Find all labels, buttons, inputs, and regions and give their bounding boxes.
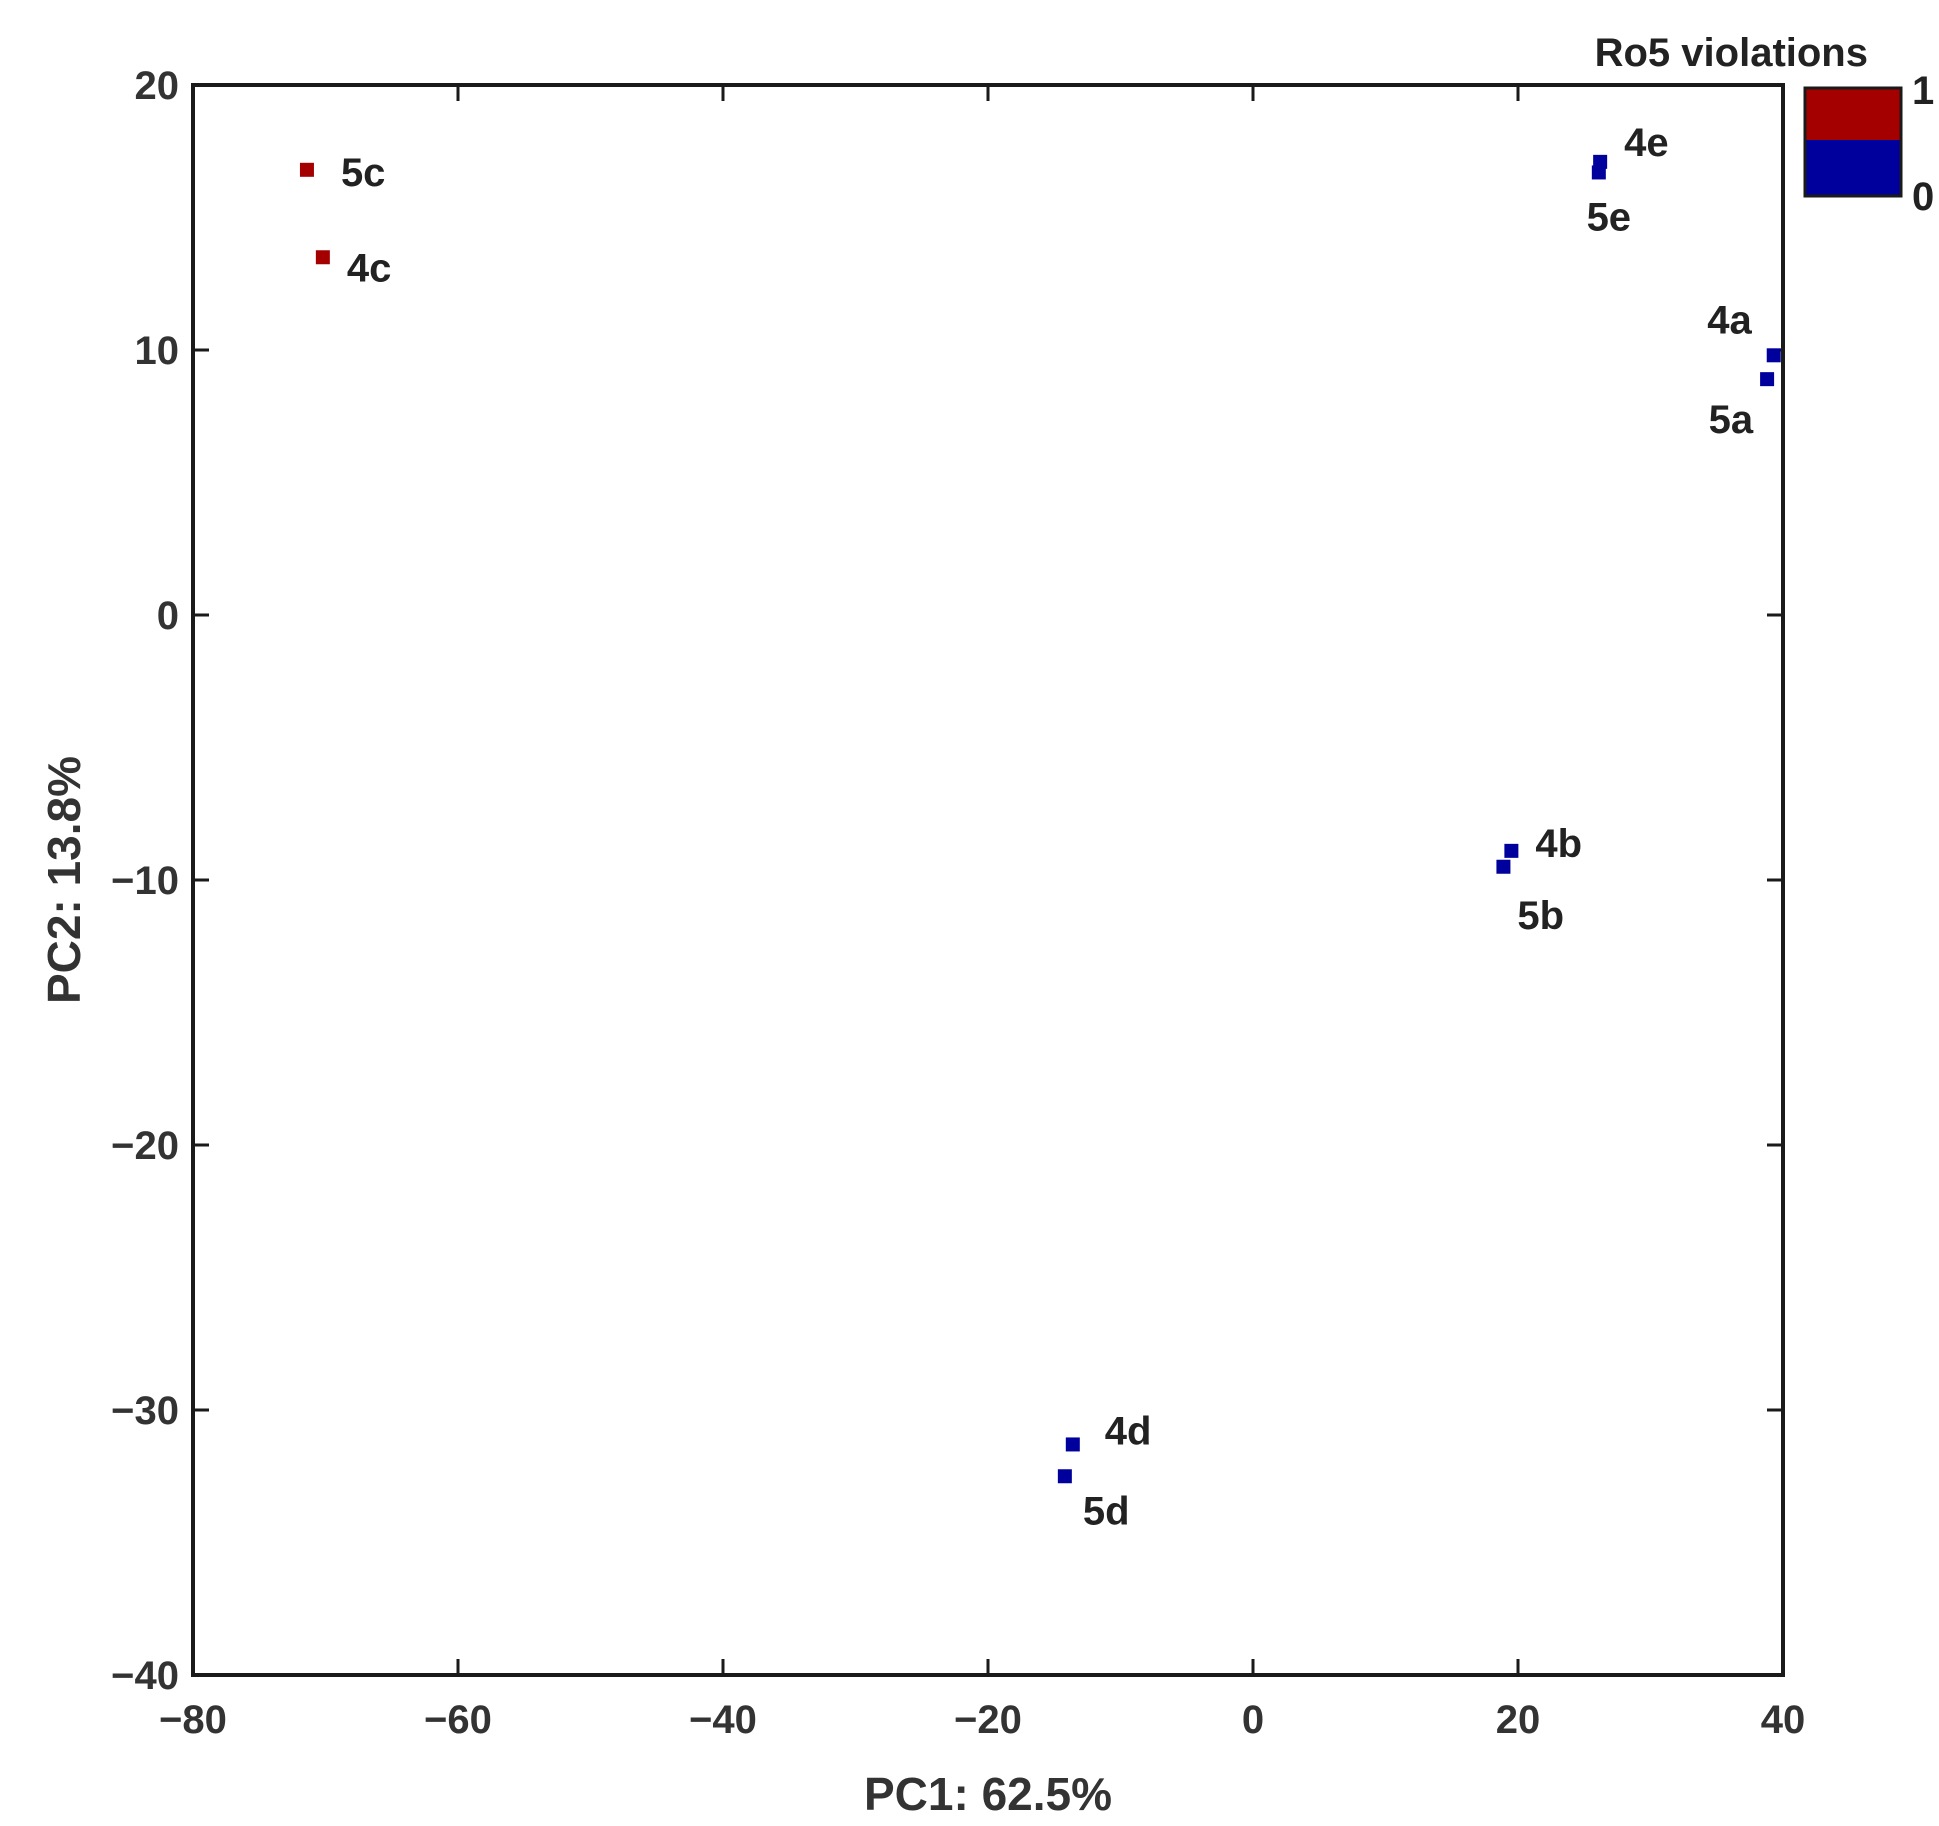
point-label-5c: 5c (341, 151, 386, 195)
x-tick-label: −60 (424, 1698, 492, 1742)
point-5c (299, 162, 314, 177)
point-5b (1496, 859, 1511, 874)
x-tick-label: −80 (159, 1698, 227, 1742)
point-4c (315, 250, 330, 265)
point-label-4e: 4e (1624, 121, 1669, 165)
y-axis-label: PC2: 13.8% (38, 756, 90, 1004)
x-axis-label: PC1: 62.5% (864, 1768, 1112, 1820)
x-tick-label: −40 (689, 1698, 757, 1742)
data-points (299, 154, 1781, 1484)
point-5e (1591, 165, 1606, 180)
point-4e (1593, 154, 1608, 169)
point-label-4d: 4d (1105, 1409, 1152, 1453)
y-tick-label: −40 (111, 1654, 179, 1698)
x-tick-label: 0 (1242, 1698, 1264, 1742)
x-axis: −80 −60 −40 −20 0 20 40 (159, 85, 1805, 1742)
point-label-4b: 4b (1535, 822, 1582, 866)
y-tick-label: 0 (157, 594, 179, 638)
colorbar-tick-1: 1 (1912, 69, 1934, 113)
x-tick-label: 40 (1761, 1698, 1806, 1742)
x-tick-label: −20 (954, 1698, 1022, 1742)
point-4d (1065, 1437, 1080, 1452)
colorbar-legend: Ro5 violations 1 0 (1595, 31, 1935, 219)
point-label-5e: 5e (1587, 195, 1632, 239)
plot-area-frame (191, 83, 1785, 1677)
y-tick-label: −20 (111, 1124, 179, 1168)
point-label-5b: 5b (1517, 894, 1564, 938)
y-tick-label: −30 (111, 1389, 179, 1433)
point-4b (1504, 843, 1519, 858)
point-label-4a: 4a (1707, 298, 1752, 342)
point-label-5a: 5a (1709, 398, 1754, 442)
colorbar-title: Ro5 violations (1595, 31, 1868, 75)
colorbar-frame (1803, 86, 1903, 198)
point-4a (1766, 348, 1781, 363)
point-5d (1057, 1469, 1072, 1484)
point-labels: 5c 4c 4e 5e 4a 5a 4b 5b 4d 5d (341, 121, 1754, 1533)
point-label-4c: 4c (347, 246, 392, 290)
point-label-5d: 5d (1083, 1489, 1130, 1533)
colorbar-swatch-1 (1805, 88, 1901, 140)
colorbar-tick-0: 0 (1912, 175, 1934, 219)
y-tick-label: 10 (135, 329, 180, 373)
point-5a (1760, 372, 1775, 387)
y-axis: 20 10 0 −10 −20 −30 −40 (111, 64, 1783, 1698)
colorbar-swatch-0 (1805, 140, 1901, 196)
x-tick-label: 20 (1496, 1698, 1541, 1742)
y-tick-label: 20 (135, 64, 180, 108)
y-tick-label: −10 (111, 859, 179, 903)
